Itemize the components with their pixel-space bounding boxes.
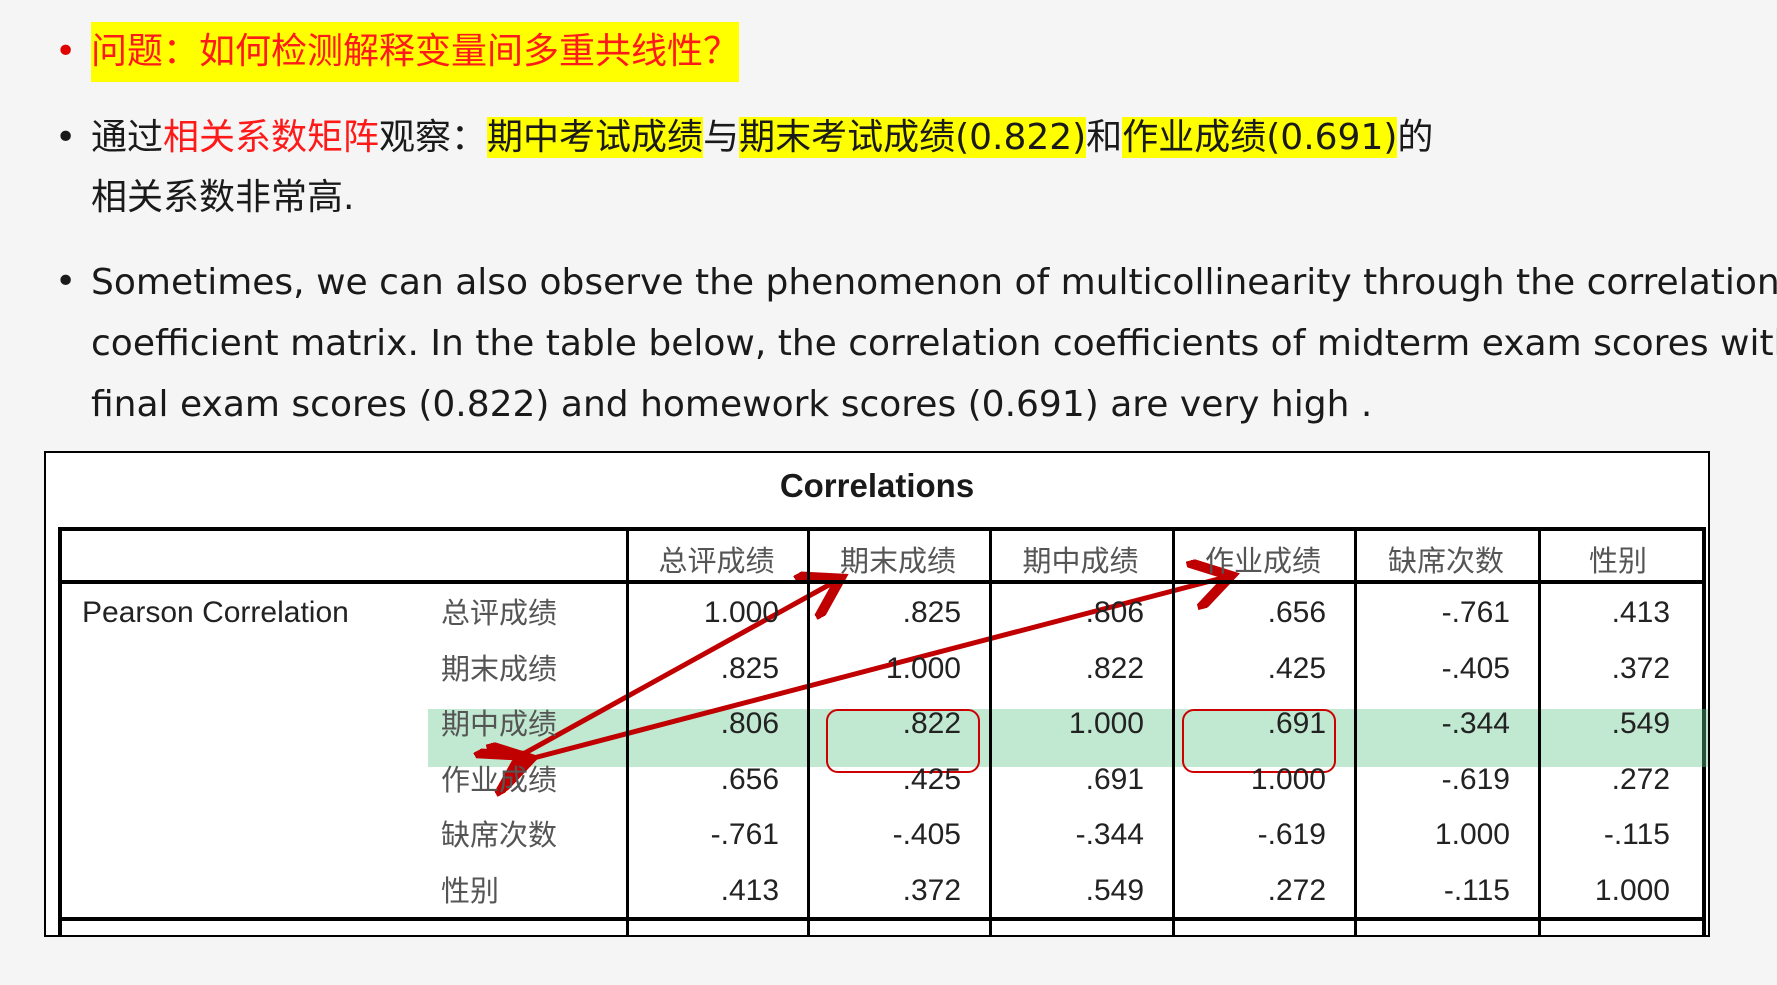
- correlations-table-image: Correlations Pearson Correlation 总评成绩期末成…: [44, 451, 1710, 937]
- table-cell: .425: [902, 762, 961, 796]
- table-cell: 1.000: [1594, 873, 1670, 907]
- grid-vline: [1172, 527, 1175, 935]
- pearson-label: Pearson Correlation: [82, 596, 349, 629]
- row-label: 期末成绩: [441, 651, 558, 686]
- column-header: 总评成绩: [658, 544, 775, 578]
- table-cell: -.761: [1441, 596, 1510, 629]
- table-grid: [58, 527, 1706, 935]
- bullet-dot: •: [55, 261, 77, 302]
- table-cell: 1.000: [1250, 762, 1326, 796]
- table-cell: .425: [1267, 651, 1326, 685]
- table-cell: .825: [720, 651, 779, 685]
- seg-highlight: 作业成绩(0.691): [1122, 117, 1398, 158]
- table-cell: .272: [1267, 873, 1326, 907]
- grid-vline: [1538, 527, 1541, 935]
- column-header: 期中成绩: [1022, 544, 1139, 578]
- seg-highlight: 期末考试成绩(0.822): [739, 117, 1087, 158]
- table-cell: .656: [720, 762, 779, 796]
- observation-text: 通过相关系数矩阵观察：期中考试成绩与期末考试成绩(0.822)和作业成绩(0.6…: [91, 108, 1433, 228]
- table-title: Correlations: [779, 467, 975, 504]
- table-cell: .413: [1611, 596, 1670, 629]
- english-line-3: final exam scores (0.822) and homework s…: [91, 384, 1373, 425]
- seg-plain: 和: [1086, 117, 1123, 158]
- table-cell: -.344: [1075, 818, 1144, 851]
- english-line-2: coefficient matrix. In the table below, …: [91, 323, 1777, 364]
- table-cell: .413: [720, 873, 779, 907]
- seg-plain: 通过: [91, 117, 164, 158]
- grid-vline: [807, 527, 810, 935]
- column-header: 期末成绩: [839, 544, 956, 578]
- row-label: 缺席次数: [441, 818, 558, 852]
- bullet-dot: •: [55, 117, 77, 158]
- table-cell: .549: [1085, 873, 1144, 907]
- arrow-midterm-homework: [526, 577, 1226, 760]
- row-label: 总评成绩: [441, 596, 558, 630]
- seg-plain: 观察：: [379, 117, 488, 158]
- table-cell: 1.000: [703, 596, 779, 629]
- seg-plain: 与: [703, 117, 740, 158]
- row-label: 作业成绩: [441, 762, 558, 797]
- row-label: 期中成绩: [441, 707, 558, 741]
- grid-hline: [58, 580, 1706, 584]
- seg-plain: 的: [1397, 117, 1434, 158]
- column-header: 性别: [1588, 544, 1647, 578]
- grid-vline: [1354, 527, 1357, 935]
- observation-line-2: 相关系数非常高.: [91, 177, 355, 218]
- table-cell: .822: [1085, 651, 1144, 685]
- table-cell: -.344: [1441, 707, 1510, 740]
- table-cell: .691: [1085, 762, 1144, 796]
- bullet-dot: •: [55, 31, 77, 72]
- table-cell: 1.000: [885, 651, 961, 685]
- row-label: 性别: [441, 873, 500, 908]
- english-text: Sometimes, we can also observe the pheno…: [91, 252, 1777, 435]
- table-cell: .656: [1267, 596, 1326, 629]
- table-cell: .822: [902, 707, 961, 740]
- table-cell: -.115: [1603, 818, 1670, 851]
- grid-vline: [626, 527, 629, 935]
- grid-hline: [58, 917, 1706, 921]
- grid-vline: [989, 527, 992, 935]
- table-cell: -.619: [1257, 818, 1326, 851]
- table-cell: 1.000: [1068, 707, 1144, 740]
- table-cell: 1.000: [1434, 818, 1510, 851]
- table-cell: -.405: [892, 818, 961, 851]
- question-text: 问题：如何检测解释变量间多重共线性？: [91, 22, 740, 82]
- table-cell: -.619: [1441, 762, 1510, 796]
- table-cell: .272: [1611, 762, 1670, 796]
- english-line-1: Sometimes, we can also observe the pheno…: [91, 262, 1777, 303]
- seg-highlight: 期中考试成绩: [487, 117, 704, 158]
- table-cell: .372: [902, 873, 961, 907]
- table-cell: .825: [902, 596, 961, 629]
- table-cell: .549: [1611, 707, 1670, 740]
- table-cell: .806: [720, 707, 779, 740]
- table-cell: .806: [1085, 596, 1144, 629]
- seg-red: 相关系数矩阵: [163, 117, 380, 158]
- table-cell: -.761: [710, 818, 779, 851]
- table-cell: -.115: [1443, 873, 1510, 907]
- table-cell: .372: [1611, 651, 1670, 685]
- table-cell: -.405: [1441, 651, 1510, 685]
- table-cell: .691: [1267, 707, 1326, 740]
- arrows-overlay: [46, 453, 1708, 935]
- column-header: 缺席次数: [1387, 544, 1504, 578]
- observation-line-1: 通过相关系数矩阵观察：期中考试成绩与期末考试成绩(0.822)和作业成绩(0.6…: [91, 108, 1433, 168]
- column-header: 作业成绩: [1204, 544, 1321, 578]
